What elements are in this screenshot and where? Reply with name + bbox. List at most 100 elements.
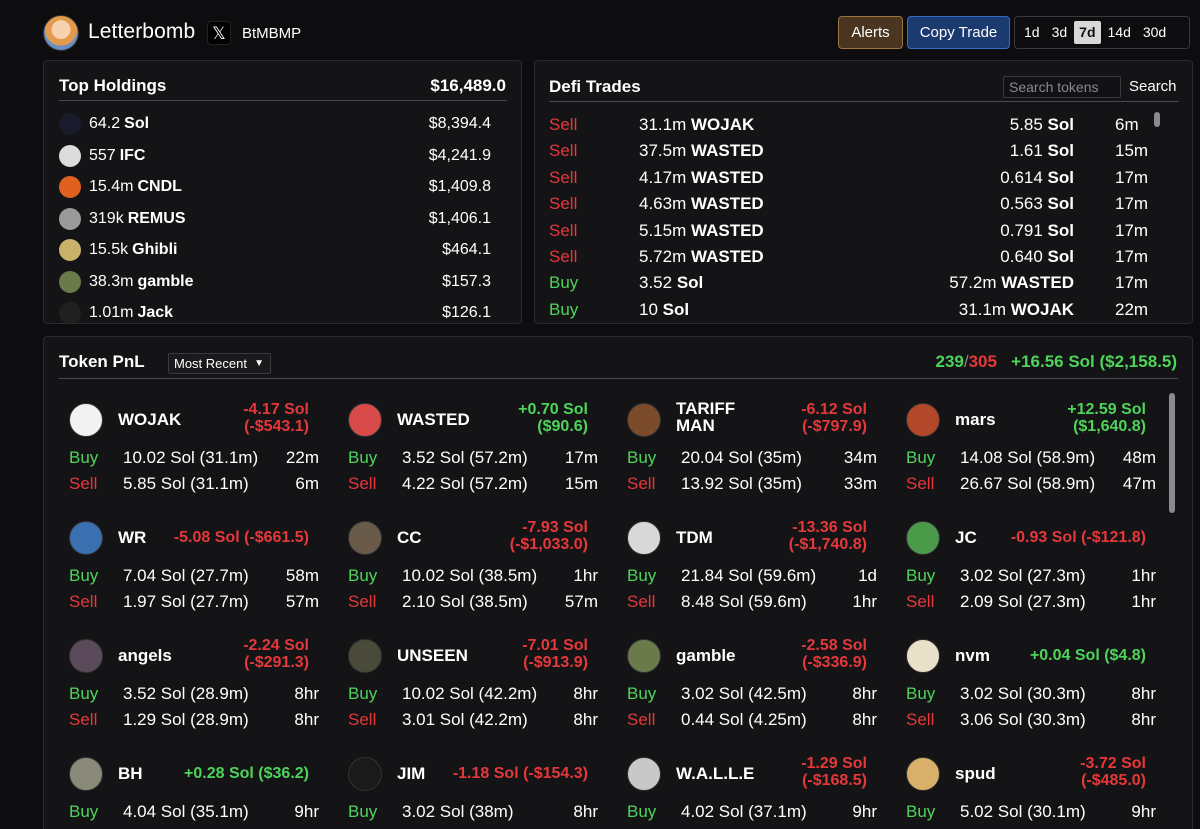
trade-row[interactable]: Sell 37.5m WASTED 1.61 Sol 15m (549, 141, 1149, 167)
period-30d[interactable]: 30d (1142, 24, 1167, 40)
buy-amount: 10.02 Sol (38.5m) (402, 566, 538, 585)
buy-amount: 3.02 Sol (30.3m) (960, 684, 1086, 703)
pnl-card[interactable]: angels -2.24 Sol (-$291.3) Buy 3.52 Sol (28.… (59, 633, 319, 743)
trade-row[interactable]: Sell 31.1m WOJAK 5.85 Sol 6m (549, 115, 1149, 141)
trades-scrollbar[interactable] (1154, 112, 1160, 127)
x-logo-icon[interactable]: 𝕏 (207, 21, 231, 45)
pnl-card[interactable]: BH +0.28 Sol ($36.2) Buy 4.04 Sol (35.1m) 9h… (59, 751, 319, 829)
trade-out-symbol: Sol (1042, 220, 1074, 240)
token-pnl-sol: +0.28 Sol ($36.2) (184, 765, 309, 782)
sell-line: Sell 13.92 Sol (35m) 33m (627, 474, 877, 496)
chevron-down-icon: ▼ (254, 358, 264, 369)
holding-row[interactable]: 15.5k Ghibli $464.1 (59, 238, 491, 262)
buy-time: 34m (843, 448, 877, 467)
page-title: Letterbomb (88, 20, 196, 43)
trade-out: 5.85 Sol (1010, 115, 1074, 135)
search-button[interactable]: Search (1129, 78, 1177, 95)
period-3d[interactable]: 3d (1051, 24, 1068, 40)
sell-label: Sell (348, 474, 377, 493)
pnl-card[interactable]: WR -5.08 Sol (-$661.5) Buy 7.04 Sol (27.7m)… (59, 515, 319, 625)
token-name: WR (118, 528, 147, 547)
gamble-token-icon (59, 270, 81, 293)
buy-label: Buy (348, 684, 378, 703)
holding-row[interactable]: 38.3m gamble $157.3 (59, 270, 491, 294)
pnl-card[interactable]: spud -3.72 Sol (-$485.0) Buy 5.02 Sol (30.1m… (896, 751, 1156, 829)
pnl-card[interactable]: JC -0.93 Sol (-$121.8) Buy 3.02 Sol (27.3m)… (896, 515, 1156, 625)
holding-value: $1,409.8 (428, 178, 491, 195)
trade-out: 1.61 Sol (1010, 141, 1074, 161)
trade-row[interactable]: Buy 10 Sol 31.1m WOJAK 22m (549, 299, 1149, 323)
token-name: WOJAK (118, 410, 182, 429)
sell-label: Sell (627, 592, 656, 611)
holding-row[interactable]: 15.4m CNDL $1,409.8 (59, 175, 491, 199)
holding-value: $4,241.9 (428, 146, 491, 164)
image-placeholder-icon (627, 521, 661, 555)
trade-in-symbol: Sol (657, 299, 690, 319)
trade-row[interactable]: Sell 4.17m WASTED 0.614 Sol 17m (549, 168, 1149, 194)
sort-select[interactable]: Most Recent ▼ (168, 353, 271, 374)
header-bar: Letterbomb 𝕏 BtMBMP Alerts Copy Trade 1d… (0, 0, 1200, 62)
trade-row[interactable]: Sell 4.63m WASTED 0.563 Sol 17m (549, 194, 1149, 220)
holding-row[interactable]: 557 IFC $4,241.9 (59, 144, 491, 168)
buy-label: Buy (906, 448, 936, 467)
trade-row[interactable]: Sell 5.15m WASTED 0.791 Sol 17m (549, 221, 1149, 247)
token-name: CC (397, 528, 422, 547)
pnl-card[interactable]: gamble -2.58 Sol (-$336.9) Buy 3.02 Sol (42.… (617, 633, 877, 743)
trade-side: Sell (549, 167, 578, 187)
pnl-card[interactable]: UNSEEN -7.01 Sol (-$913.9) Buy 10.02 Sol (42… (338, 633, 598, 743)
token-pnl: -1.29 Sol (-$168.5) (801, 755, 867, 789)
holding-row[interactable]: 1.01m Jack $126.1 (59, 301, 491, 323)
buy-label: Buy (627, 684, 657, 703)
sell-amount: 3.01 Sol (42.2m) (402, 710, 528, 729)
trade-row[interactable]: Sell 5.72m WASTED 0.640 Sol 17m (549, 247, 1149, 273)
buy-amount: 5.02 Sol (30.1m) (960, 802, 1086, 821)
trade-out-symbol: Sol (1042, 194, 1074, 214)
search-input[interactable]: Search tokens (1003, 76, 1121, 98)
copy-trade-button[interactable]: Copy Trade (907, 16, 1010, 49)
holding-symbol: gamble (137, 272, 194, 290)
trade-out-amount: 0.640 (1000, 247, 1043, 266)
trade-out-symbol: Sol (1042, 115, 1074, 134)
buy-line: Buy 3.02 Sol (27.3m) 1hr (906, 566, 1156, 588)
holding-row[interactable]: 319k REMUS $1,406.1 (59, 207, 491, 231)
period-1d[interactable]: 1d (1024, 24, 1040, 40)
pnl-card[interactable]: JIM -1.18 Sol (-$154.3) Buy 3.02 Sol (38m) 8… (338, 751, 598, 829)
pnl-card[interactable]: W.A.L.L.E -1.29 Sol (-$168.5) Buy 4.02 Sol (… (617, 751, 877, 829)
buy-label: Buy (69, 566, 99, 585)
buy-line: Buy 3.52 Sol (28.9m) 8hr (69, 684, 319, 706)
sell-line: Sell 26.67 Sol (58.9m) 47m (906, 474, 1156, 496)
pnl-card[interactable]: TDM -13.36 Sol (-$1,740.8) Buy 21.84 Sol (59… (617, 515, 877, 625)
holdings-divider (59, 100, 507, 101)
token-name: gamble (676, 646, 736, 665)
period-14d[interactable]: 14d (1107, 24, 1131, 40)
period-7d[interactable]: 7d (1074, 21, 1101, 44)
trade-time: 15m (1115, 141, 1149, 161)
token-pnl: -0.93 Sol (-$121.8) (1011, 529, 1146, 546)
pnl-card[interactable]: TARIFF MAN -6.12 Sol (-$797.9) Buy 20.04 Sol… (617, 397, 877, 507)
buy-line: Buy 10.02 Sol (31.1m) 22m (69, 448, 319, 470)
pnl-card[interactable]: nvm +0.04 Sol ($4.8) Buy 3.02 Sol (30.3m) 8h… (896, 633, 1156, 743)
sell-label: Sell (69, 592, 98, 611)
jim-token-icon (348, 757, 382, 791)
sell-line: Sell 3.01 Sol (42.2m) 8hr (348, 710, 598, 732)
trade-row[interactable]: Buy 3.52 Sol 57.2m WASTED 17m (549, 273, 1149, 299)
wallet-handle[interactable]: BtMBMP (242, 25, 302, 42)
holding-row[interactable]: 64.2 Sol $8,394.4 (59, 112, 491, 136)
buy-label: Buy (348, 566, 378, 585)
pnl-scrollbar[interactable] (1169, 393, 1175, 513)
trade-side: Sell (549, 194, 578, 214)
token-pnl-usd: (-$1,033.0) (509, 536, 588, 553)
token-pnl: -2.58 Sol (-$336.9) (801, 637, 867, 671)
token-name: BH (118, 764, 143, 783)
sell-line: Sell 2.10 Sol (38.5m) 57m (348, 592, 598, 614)
token-pnl-sol: -6.12 Sol (801, 401, 867, 418)
pnl-card[interactable]: WOJAK -4.17 Sol (-$543.1) Buy 10.02 Sol (31.… (59, 397, 319, 507)
pnl-card[interactable]: CC -7.93 Sol (-$1,033.0) Buy 10.02 Sol (38.5… (338, 515, 598, 625)
trade-in-symbol: WASTED (686, 194, 764, 214)
alerts-button[interactable]: Alerts (838, 16, 903, 49)
pnl-card[interactable]: mars +12.59 Sol ($1,640.8) Buy 14.08 Sol (58… (896, 397, 1156, 507)
buy-time: 9hr (1131, 802, 1156, 821)
pnl-card[interactable]: WASTED +0.70 Sol ($90.6) Buy 3.52 Sol (57.2m… (338, 397, 598, 507)
avatar[interactable] (43, 15, 79, 51)
token-pnl: -5.08 Sol (-$661.5) (174, 529, 309, 546)
